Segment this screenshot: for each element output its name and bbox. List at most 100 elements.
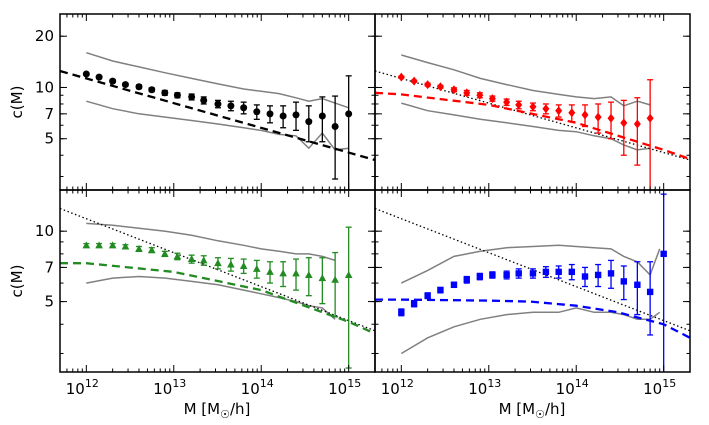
data-point xyxy=(95,73,103,81)
data-point xyxy=(187,255,196,263)
data-point xyxy=(173,91,181,99)
data-point xyxy=(305,118,313,126)
x-tick-label: 1015 xyxy=(643,377,676,398)
data-point xyxy=(568,108,576,118)
data-point xyxy=(555,268,562,276)
data-point xyxy=(344,270,353,278)
data-point xyxy=(121,242,130,250)
data-point xyxy=(450,281,458,288)
y-axis-label-bottom: c(M) xyxy=(8,265,26,298)
data-point xyxy=(214,100,222,108)
data-point xyxy=(529,102,537,112)
data-point xyxy=(266,110,274,118)
data-point xyxy=(227,102,235,110)
data-point xyxy=(161,249,169,257)
data-point xyxy=(227,260,235,268)
data-point xyxy=(345,110,353,118)
x-tick-exponent: 13 xyxy=(487,377,501,390)
data-point xyxy=(161,89,169,97)
scatter-band-upper-line xyxy=(86,51,349,109)
data-point xyxy=(646,113,654,123)
data-point xyxy=(607,113,615,123)
data-point xyxy=(660,250,667,258)
y-tick-label: 5 xyxy=(44,130,54,148)
data-point xyxy=(436,82,444,92)
data-point xyxy=(542,268,550,276)
x-tick-label: 1012 xyxy=(381,377,414,398)
data-point xyxy=(318,112,326,120)
data-point xyxy=(594,271,602,279)
y-tick-label: 5 xyxy=(44,293,54,311)
data-point xyxy=(515,100,523,110)
data-point xyxy=(147,246,156,254)
x-tick-label: 1014 xyxy=(241,377,274,398)
dashed-model-line xyxy=(375,298,690,339)
data-point xyxy=(450,85,458,95)
dashed-model-line xyxy=(375,91,690,161)
data-point xyxy=(108,241,117,249)
data-point xyxy=(135,244,143,252)
data-point xyxy=(476,273,484,280)
x-tick-exponent: 15 xyxy=(662,377,676,390)
data-point xyxy=(581,110,589,120)
panel-bottom-left: 5 7 10 1012 1013 1014 1015 xyxy=(35,189,376,398)
data-point xyxy=(305,270,313,278)
data-point xyxy=(594,112,602,122)
data-point xyxy=(634,281,641,288)
x-axis-label-sun-symbol: ☉ xyxy=(535,408,545,421)
data-point xyxy=(95,241,103,249)
data-point xyxy=(620,278,628,285)
data-point xyxy=(410,76,418,86)
data-point xyxy=(542,104,550,114)
x-axis-label-sun-symbol: ☉ xyxy=(220,408,230,421)
y-tick-label: 10 xyxy=(35,222,54,240)
data-point xyxy=(148,86,156,94)
scatter-band-upper-line xyxy=(401,54,651,107)
scatter-band-lower-line xyxy=(86,275,336,320)
plot-area xyxy=(375,54,690,190)
data-point xyxy=(463,88,471,98)
data-point xyxy=(199,256,208,264)
x-axis-label-main: M [M xyxy=(184,400,221,418)
data-point xyxy=(488,94,496,104)
data-point xyxy=(568,268,575,276)
data-point xyxy=(200,96,208,104)
data-point xyxy=(424,80,432,90)
data-point xyxy=(581,273,589,280)
y-tick-label: 7 xyxy=(44,258,54,276)
x-axis-label-suffix: /h] xyxy=(545,400,565,418)
data-point xyxy=(135,83,143,91)
panel-frame xyxy=(374,189,691,373)
data-point xyxy=(292,111,300,119)
x-tick-label: 1013 xyxy=(468,377,501,398)
scatter-band-upper-line xyxy=(400,244,661,284)
data-point xyxy=(397,72,405,82)
plot-area xyxy=(60,207,375,369)
data-point xyxy=(646,288,654,296)
dashed-model-line xyxy=(60,69,375,162)
data-point xyxy=(109,77,117,85)
dashed-model-line xyxy=(60,262,375,335)
data-point xyxy=(437,286,444,294)
data-point xyxy=(82,70,90,78)
x-tick-exponent: 15 xyxy=(347,377,361,390)
data-point xyxy=(503,97,511,107)
data-point xyxy=(279,112,287,120)
dotted-reference-line xyxy=(60,207,375,332)
data-point xyxy=(424,292,431,299)
y-tick-label: 10 xyxy=(35,78,54,96)
data-point xyxy=(253,108,261,116)
scatter-band-lower-line xyxy=(400,307,661,355)
x-tick-exponent: 12 xyxy=(400,377,414,390)
x-tick-exponent: 14 xyxy=(575,377,589,390)
x-tick-label: 1014 xyxy=(556,377,589,398)
data-point xyxy=(82,241,91,249)
data-point xyxy=(633,119,641,129)
data-point xyxy=(279,269,287,277)
data-point xyxy=(463,276,470,283)
x-tick-label: 1012 xyxy=(66,377,99,398)
x-tick-exponent: 13 xyxy=(172,377,186,390)
dotted-reference-line xyxy=(375,70,690,161)
panel-top-left: 5 7 10 20 xyxy=(35,13,376,191)
x-axis-label-left: M [M☉/h] xyxy=(184,400,251,421)
